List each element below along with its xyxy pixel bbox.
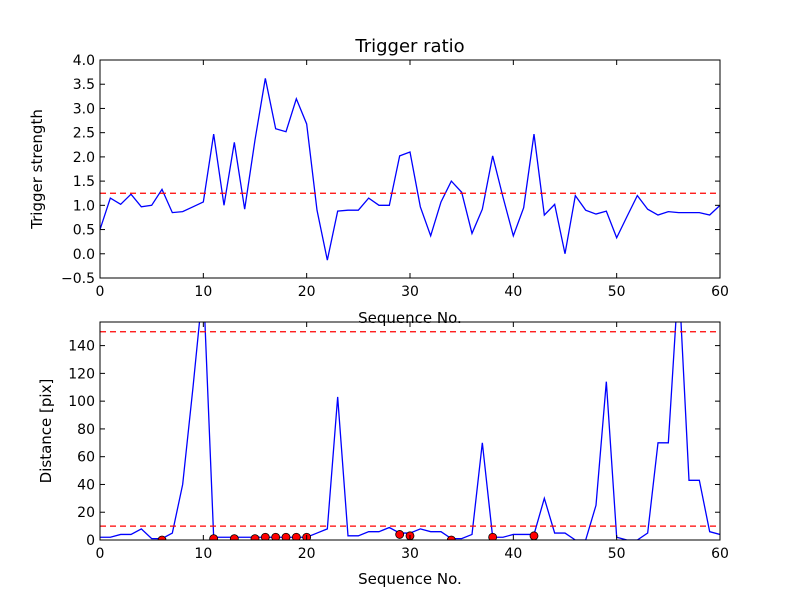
data-marker [395,530,405,539]
data-marker [229,534,239,540]
x-tick-label: 40 [504,284,522,300]
chart-title: Trigger ratio [354,36,464,57]
series-line [100,78,720,261]
x-tick-label: 10 [194,284,212,300]
distance-panel: Distance [pix] Sequence No. 0 10 20 30 40 50 6… [37,321,729,588]
y-tick-label: 0.0 [73,247,95,263]
data-marker [260,532,270,540]
x-tick-label: 0 [96,284,105,300]
y-tick-label: 100 [68,394,95,410]
y-tick-label: 80 [77,422,95,438]
y-tick-label: 140 [68,339,95,355]
x-tick-label: 20 [298,284,316,300]
y-tick-label: 1.5 [73,174,95,190]
x-tick-label: 60 [711,546,729,562]
y-tick-label: 2.5 [73,126,95,142]
y-axis-label: Distance [pix] [37,379,55,484]
x-tick-label: 10 [194,546,212,562]
x-tick-label: 20 [298,546,316,562]
data-marker [488,532,498,540]
y-tick-label: 120 [68,366,95,382]
x-tick-label: 50 [608,284,626,300]
data-marker [291,532,301,540]
y-tick-label: 40 [77,477,95,493]
data-marker [281,532,291,540]
data-marker [250,534,260,540]
y-tick-label: 60 [77,450,95,466]
y-tick-label: 0.5 [73,223,95,239]
y-tick-label: 3.5 [73,77,95,93]
y-tick-label: 4.0 [73,53,95,69]
x-axis-label: Sequence No. [358,570,462,588]
y-tick-label: −0.5 [61,271,95,287]
x-tick-label: 0 [96,546,105,562]
data-marker [446,535,456,540]
x-tick-label: 30 [401,546,419,562]
data-marker [529,531,539,540]
y-tick-label: 3.0 [73,101,95,117]
data-marker [209,534,219,540]
plot-area: 0 10 20 30 40 50 60 −0.5 0.0 0.5 1.0 1.5 2.0 2.5 3.0 3.… [61,53,729,300]
x-tick-label: 50 [608,546,626,562]
x-tick-label: 60 [711,284,729,300]
y-tick-label: 20 [77,505,95,521]
data-marker [271,532,281,540]
x-tick-label: 30 [401,284,419,300]
plot-area: 0 10 20 30 40 50 60 0 20 40 60 80 100 120 140 [68,321,729,562]
y-tick-label: 2.0 [73,150,95,166]
y-axis-label: Trigger strength [28,109,46,230]
data-marker [157,535,167,540]
x-tick-label: 40 [504,546,522,562]
y-tick-label: 0 [86,533,95,549]
y-tick-label: 1.0 [73,198,95,214]
